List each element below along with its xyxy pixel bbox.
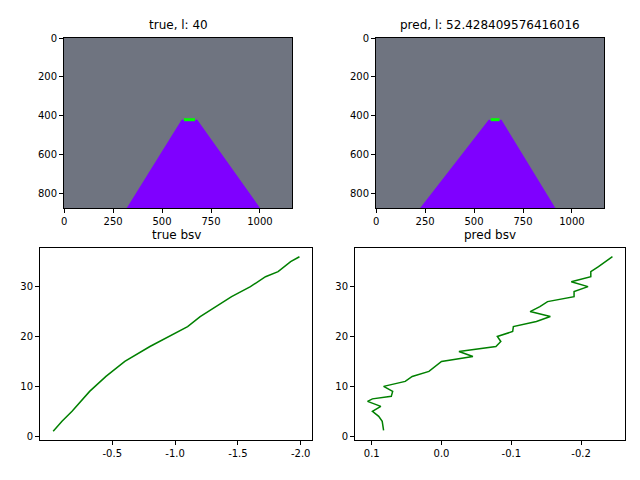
svg-text:750: 750 [201,216,220,227]
svg-text:1000: 1000 [247,216,272,227]
svg-text:500: 500 [464,216,483,227]
svg-text:0.0: 0.0 [434,448,450,459]
svg-text:800: 800 [38,188,57,199]
svg-text:200: 200 [350,71,369,82]
svg-text:pred, l: 52.428409576416016: pred, l: 52.428409576416016 [400,18,580,32]
svg-text:750: 750 [513,216,532,227]
svg-text:0: 0 [27,431,33,442]
svg-text:400: 400 [350,110,369,121]
svg-text:500: 500 [152,216,171,227]
svg-text:30: 30 [335,281,348,292]
svg-text:10: 10 [20,381,33,392]
svg-text:0: 0 [363,33,369,44]
svg-text:-2.0: -2.0 [291,448,311,459]
svg-text:200: 200 [38,71,57,82]
svg-text:0: 0 [342,431,348,442]
svg-text:-0.5: -0.5 [102,448,122,459]
svg-text:true, l: 40: true, l: 40 [149,18,208,32]
svg-text:600: 600 [350,149,369,160]
svg-text:0: 0 [61,216,67,227]
svg-text:250: 250 [416,216,435,227]
svg-text:-1.5: -1.5 [228,448,248,459]
svg-text:-1.0: -1.0 [165,448,185,459]
svg-text:1000: 1000 [559,216,584,227]
svg-text:0: 0 [373,216,379,227]
svg-text:30: 30 [20,281,33,292]
svg-text:pred bsv: pred bsv [464,228,516,242]
svg-text:10: 10 [335,381,348,392]
svg-text:20: 20 [20,331,33,342]
svg-text:0: 0 [51,33,57,44]
svg-text:-0.2: -0.2 [571,448,591,459]
svg-text:20: 20 [335,331,348,342]
svg-text:250: 250 [104,216,123,227]
svg-text:0.1: 0.1 [364,448,380,459]
svg-text:400: 400 [38,110,57,121]
svg-text:600: 600 [38,149,57,160]
svg-text:800: 800 [350,188,369,199]
svg-text:true bsv: true bsv [152,228,201,242]
svg-text:-0.1: -0.1 [502,448,522,459]
